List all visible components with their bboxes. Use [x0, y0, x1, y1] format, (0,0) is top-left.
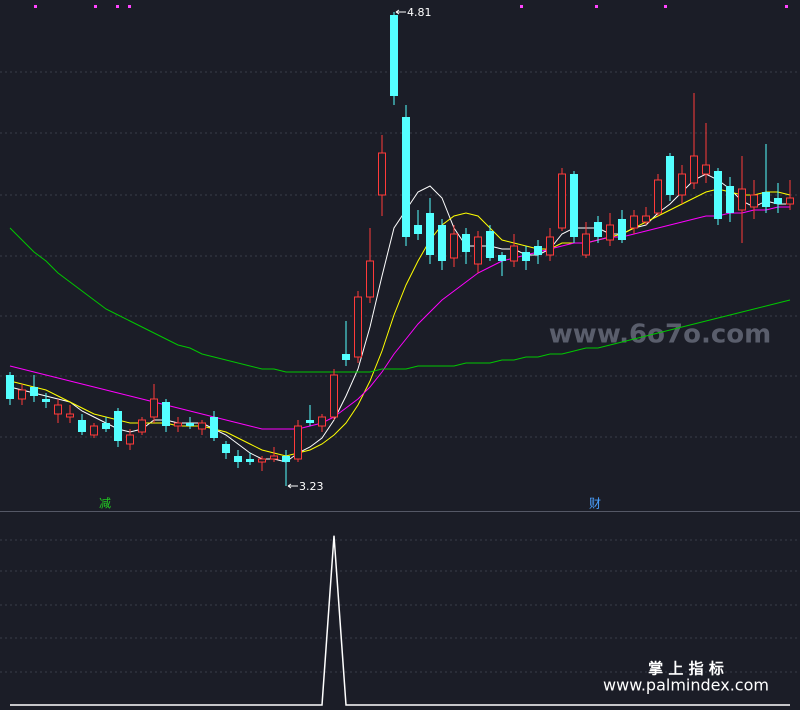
- candle-body: [186, 423, 194, 426]
- candle-body: [618, 219, 626, 240]
- candle-body: [378, 152, 386, 196]
- candle-body: [786, 197, 794, 205]
- candle-body: [678, 173, 686, 196]
- signal-label: 财: [589, 497, 601, 511]
- candle-body: [162, 402, 170, 426]
- candle-body: [90, 425, 98, 436]
- candle-body: [330, 374, 338, 418]
- marker-dot: [128, 5, 131, 8]
- candle-body: [318, 416, 326, 427]
- candle-body: [534, 246, 542, 255]
- signal-label: 减: [99, 497, 111, 511]
- candle-body: [762, 192, 770, 207]
- candle-body: [42, 399, 50, 402]
- candle-body: [138, 419, 146, 433]
- candle-body: [654, 179, 662, 214]
- candle-body: [510, 245, 518, 262]
- candle-body: [354, 296, 362, 358]
- footer-url: www.palmindex.com: [603, 676, 769, 695]
- candle-body: [522, 252, 530, 261]
- candle-body: [402, 117, 410, 237]
- marker-dot: [785, 5, 788, 8]
- candle-body: [306, 420, 314, 423]
- max-label: 4.81: [407, 6, 432, 19]
- candle-body: [282, 456, 290, 462]
- candle-body: [366, 260, 374, 298]
- candle-body: [438, 225, 446, 261]
- footer-title: 掌 上 指 标: [648, 660, 724, 678]
- candle-body: [246, 459, 254, 462]
- candle-body: [738, 188, 746, 211]
- candle-body: [498, 255, 506, 261]
- candle-body: [414, 225, 422, 234]
- candle-body: [450, 233, 458, 259]
- candle-body: [150, 398, 158, 418]
- candle-body: [114, 411, 122, 441]
- candle-body: [582, 233, 590, 256]
- candle-body: [690, 155, 698, 184]
- marker-dot: [34, 5, 37, 8]
- ma-line: [9, 227, 791, 373]
- candle-body: [258, 458, 266, 463]
- candle-body: [642, 215, 650, 223]
- candle-body: [174, 422, 182, 427]
- candle-body: [126, 434, 134, 445]
- candle-body: [726, 186, 734, 213]
- annotation-arrow: [287, 483, 298, 489]
- candle-body: [30, 387, 38, 396]
- candle-body: [774, 198, 782, 204]
- candle-body: [570, 174, 578, 237]
- min-label: 3.23: [299, 480, 324, 493]
- candle-body: [18, 389, 26, 400]
- annotation-arrow: [395, 9, 406, 15]
- candle-body: [102, 423, 110, 429]
- marker-dot: [94, 5, 97, 8]
- candle-body: [210, 417, 218, 438]
- candle-body: [750, 194, 758, 208]
- candle-body: [54, 404, 62, 415]
- candle-body: [198, 422, 206, 430]
- candle-body: [594, 222, 602, 237]
- candle-body: [546, 236, 554, 256]
- candle-body: [558, 173, 566, 229]
- marker-dot: [520, 5, 523, 8]
- candle-body: [270, 455, 278, 460]
- candle-body: [390, 15, 398, 96]
- candle-body: [294, 425, 302, 460]
- candle-body: [234, 456, 242, 462]
- indicator-line: [10, 535, 790, 706]
- top-markers: [34, 5, 788, 8]
- candle-body: [486, 231, 494, 258]
- candle-body: [426, 213, 434, 255]
- candle-body: [462, 234, 470, 252]
- candle-body: [222, 444, 230, 453]
- marker-dot: [664, 5, 667, 8]
- candle-body: [630, 215, 638, 229]
- candle-body: [474, 236, 482, 265]
- candle-body: [78, 420, 86, 432]
- candle-body: [6, 375, 14, 399]
- marker-dot: [595, 5, 598, 8]
- plot: 4.81 3.23 减 财: [6, 6, 794, 706]
- candle-body: [606, 224, 614, 241]
- candle-body: [666, 156, 674, 195]
- candle-body: [702, 164, 710, 175]
- marker-dot: [116, 5, 119, 8]
- ma-line: [9, 206, 790, 430]
- watermark: www.6o7o.com: [549, 320, 771, 350]
- candle-body: [66, 413, 74, 418]
- candle-body: [342, 354, 350, 360]
- candle-body: [714, 171, 722, 219]
